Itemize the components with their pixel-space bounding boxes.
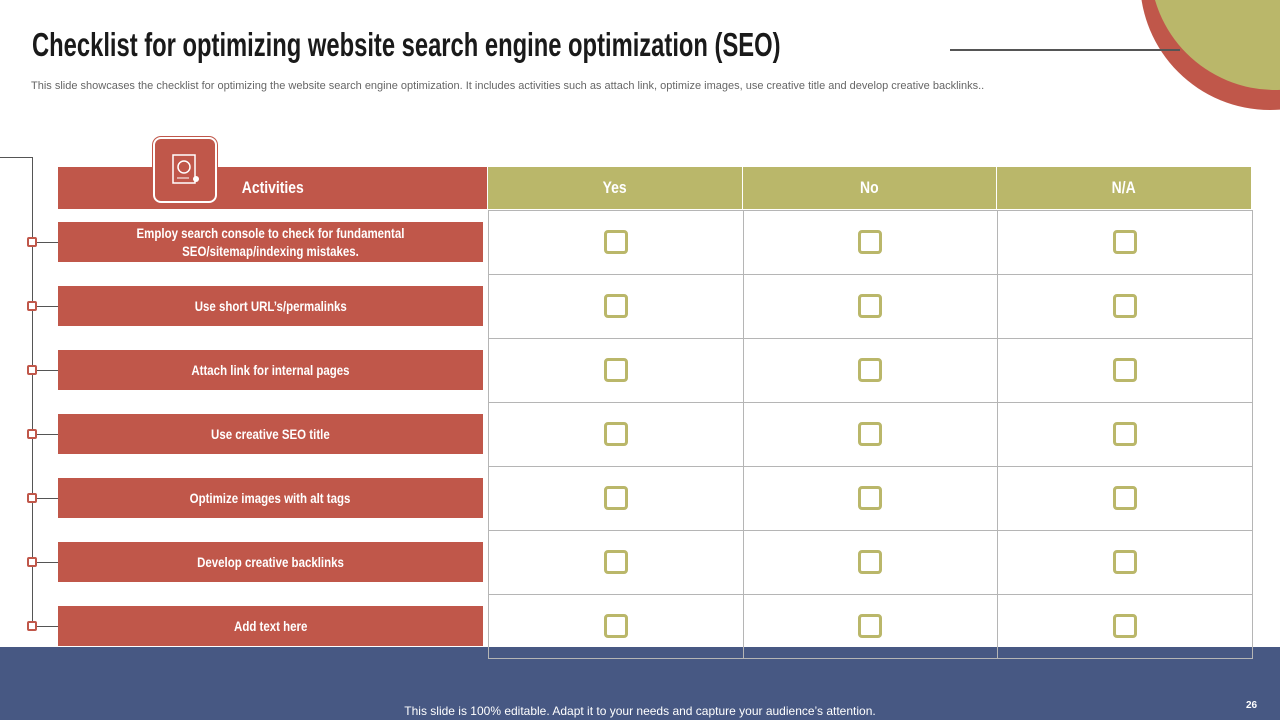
activity-cell-text: Employ search console to check for funda… [136,225,405,259]
checkbox[interactable] [603,358,628,382]
checkbox[interactable] [1112,614,1137,638]
checkbox[interactable] [858,486,882,510]
header-cell-text: Yes [602,178,628,197]
timeline-marker [27,237,37,247]
timeline-marker [27,301,37,311]
header-cell-text: Activities [241,178,304,197]
header-cell-text: N/A [1111,178,1137,197]
page-number: 26 [1246,700,1258,711]
header-cell: No [743,167,997,209]
timeline [32,157,33,627]
connector [32,242,58,243]
header-cell: Yes [488,167,743,209]
connector [32,498,58,499]
activity-cell: Add text here [58,606,483,646]
timeline-marker [27,557,37,567]
checkbox[interactable] [1112,230,1137,254]
checkbox[interactable] [603,230,628,254]
connector [32,626,58,627]
checkbox[interactable] [603,422,628,446]
subtitle: This slide showcases the checklist for o… [31,80,985,92]
checkbox[interactable] [1112,486,1137,510]
checkbox[interactable] [858,614,882,638]
activity-cell-text: Attach link for internal pages [191,362,350,378]
title-rule [950,49,1180,51]
header-cell-text: No [860,178,879,197]
checkbox[interactable] [1112,294,1137,318]
checkbox[interactable] [858,230,882,254]
connector [32,306,58,307]
checkbox[interactable] [603,550,628,574]
timeline-top [0,157,32,158]
checkbox[interactable] [858,550,882,574]
timeline-marker [27,365,37,375]
activity-cell-text: Develop creative backlinks [197,554,344,570]
checkbox[interactable] [603,614,628,638]
timeline-marker [27,621,37,631]
activity-cell-text: Add text here [233,618,308,634]
activity-cell: Attach link for internal pages [58,350,483,390]
header-cell: Activities [58,167,487,209]
checkbox[interactable] [858,422,882,446]
icon [172,154,199,184]
checkbox[interactable] [858,294,882,318]
checkbox[interactable] [1112,358,1137,382]
activity-cell-text: Use short URL’s/permalinks [194,298,347,314]
checkbox[interactable] [1112,550,1137,574]
checkbox[interactable] [603,486,628,510]
activity-cell: Develop creative backlinks [58,542,483,582]
activity-cell: Use creative SEO title [58,414,483,454]
table-cell [997,594,1253,659]
footer-text: This slide is 100% editable. Adapt it to… [404,704,876,718]
checkbox[interactable] [858,358,882,382]
activity-cell: Use short URL’s/permalinks [58,286,483,326]
activity-cell-text: Use creative SEO title [211,426,330,442]
connector [32,370,58,371]
checkbox[interactable] [603,294,628,318]
connector [32,562,58,563]
footer-band [0,647,1280,720]
checkbox[interactable] [1112,422,1137,446]
header-cell: N/A [997,167,1252,209]
icon-box [153,137,217,203]
activity-cell: Optimize images with alt tags [58,478,483,518]
activity-cell: Employ search console to check for funda… [58,222,483,262]
title: Checklist for optimizing website search … [32,26,781,63]
activity-cell-text: Optimize images with alt tags [190,490,351,506]
timeline-marker [27,429,37,439]
timeline-marker [27,493,37,503]
connector [32,434,58,435]
